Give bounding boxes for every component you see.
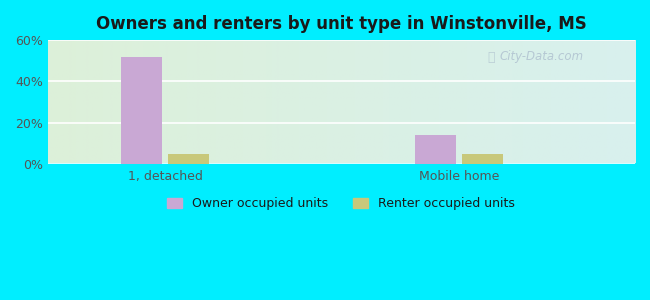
Bar (462, 154, 503, 164)
Bar (415, 135, 456, 164)
Bar (168, 154, 209, 164)
Text: ⓘ: ⓘ (487, 51, 495, 64)
Text: City-Data.com: City-Data.com (500, 50, 584, 63)
Title: Owners and renters by unit type in Winstonville, MS: Owners and renters by unit type in Winst… (96, 15, 587, 33)
Bar (121, 57, 162, 164)
Legend: Owner occupied units, Renter occupied units: Owner occupied units, Renter occupied un… (167, 197, 515, 210)
